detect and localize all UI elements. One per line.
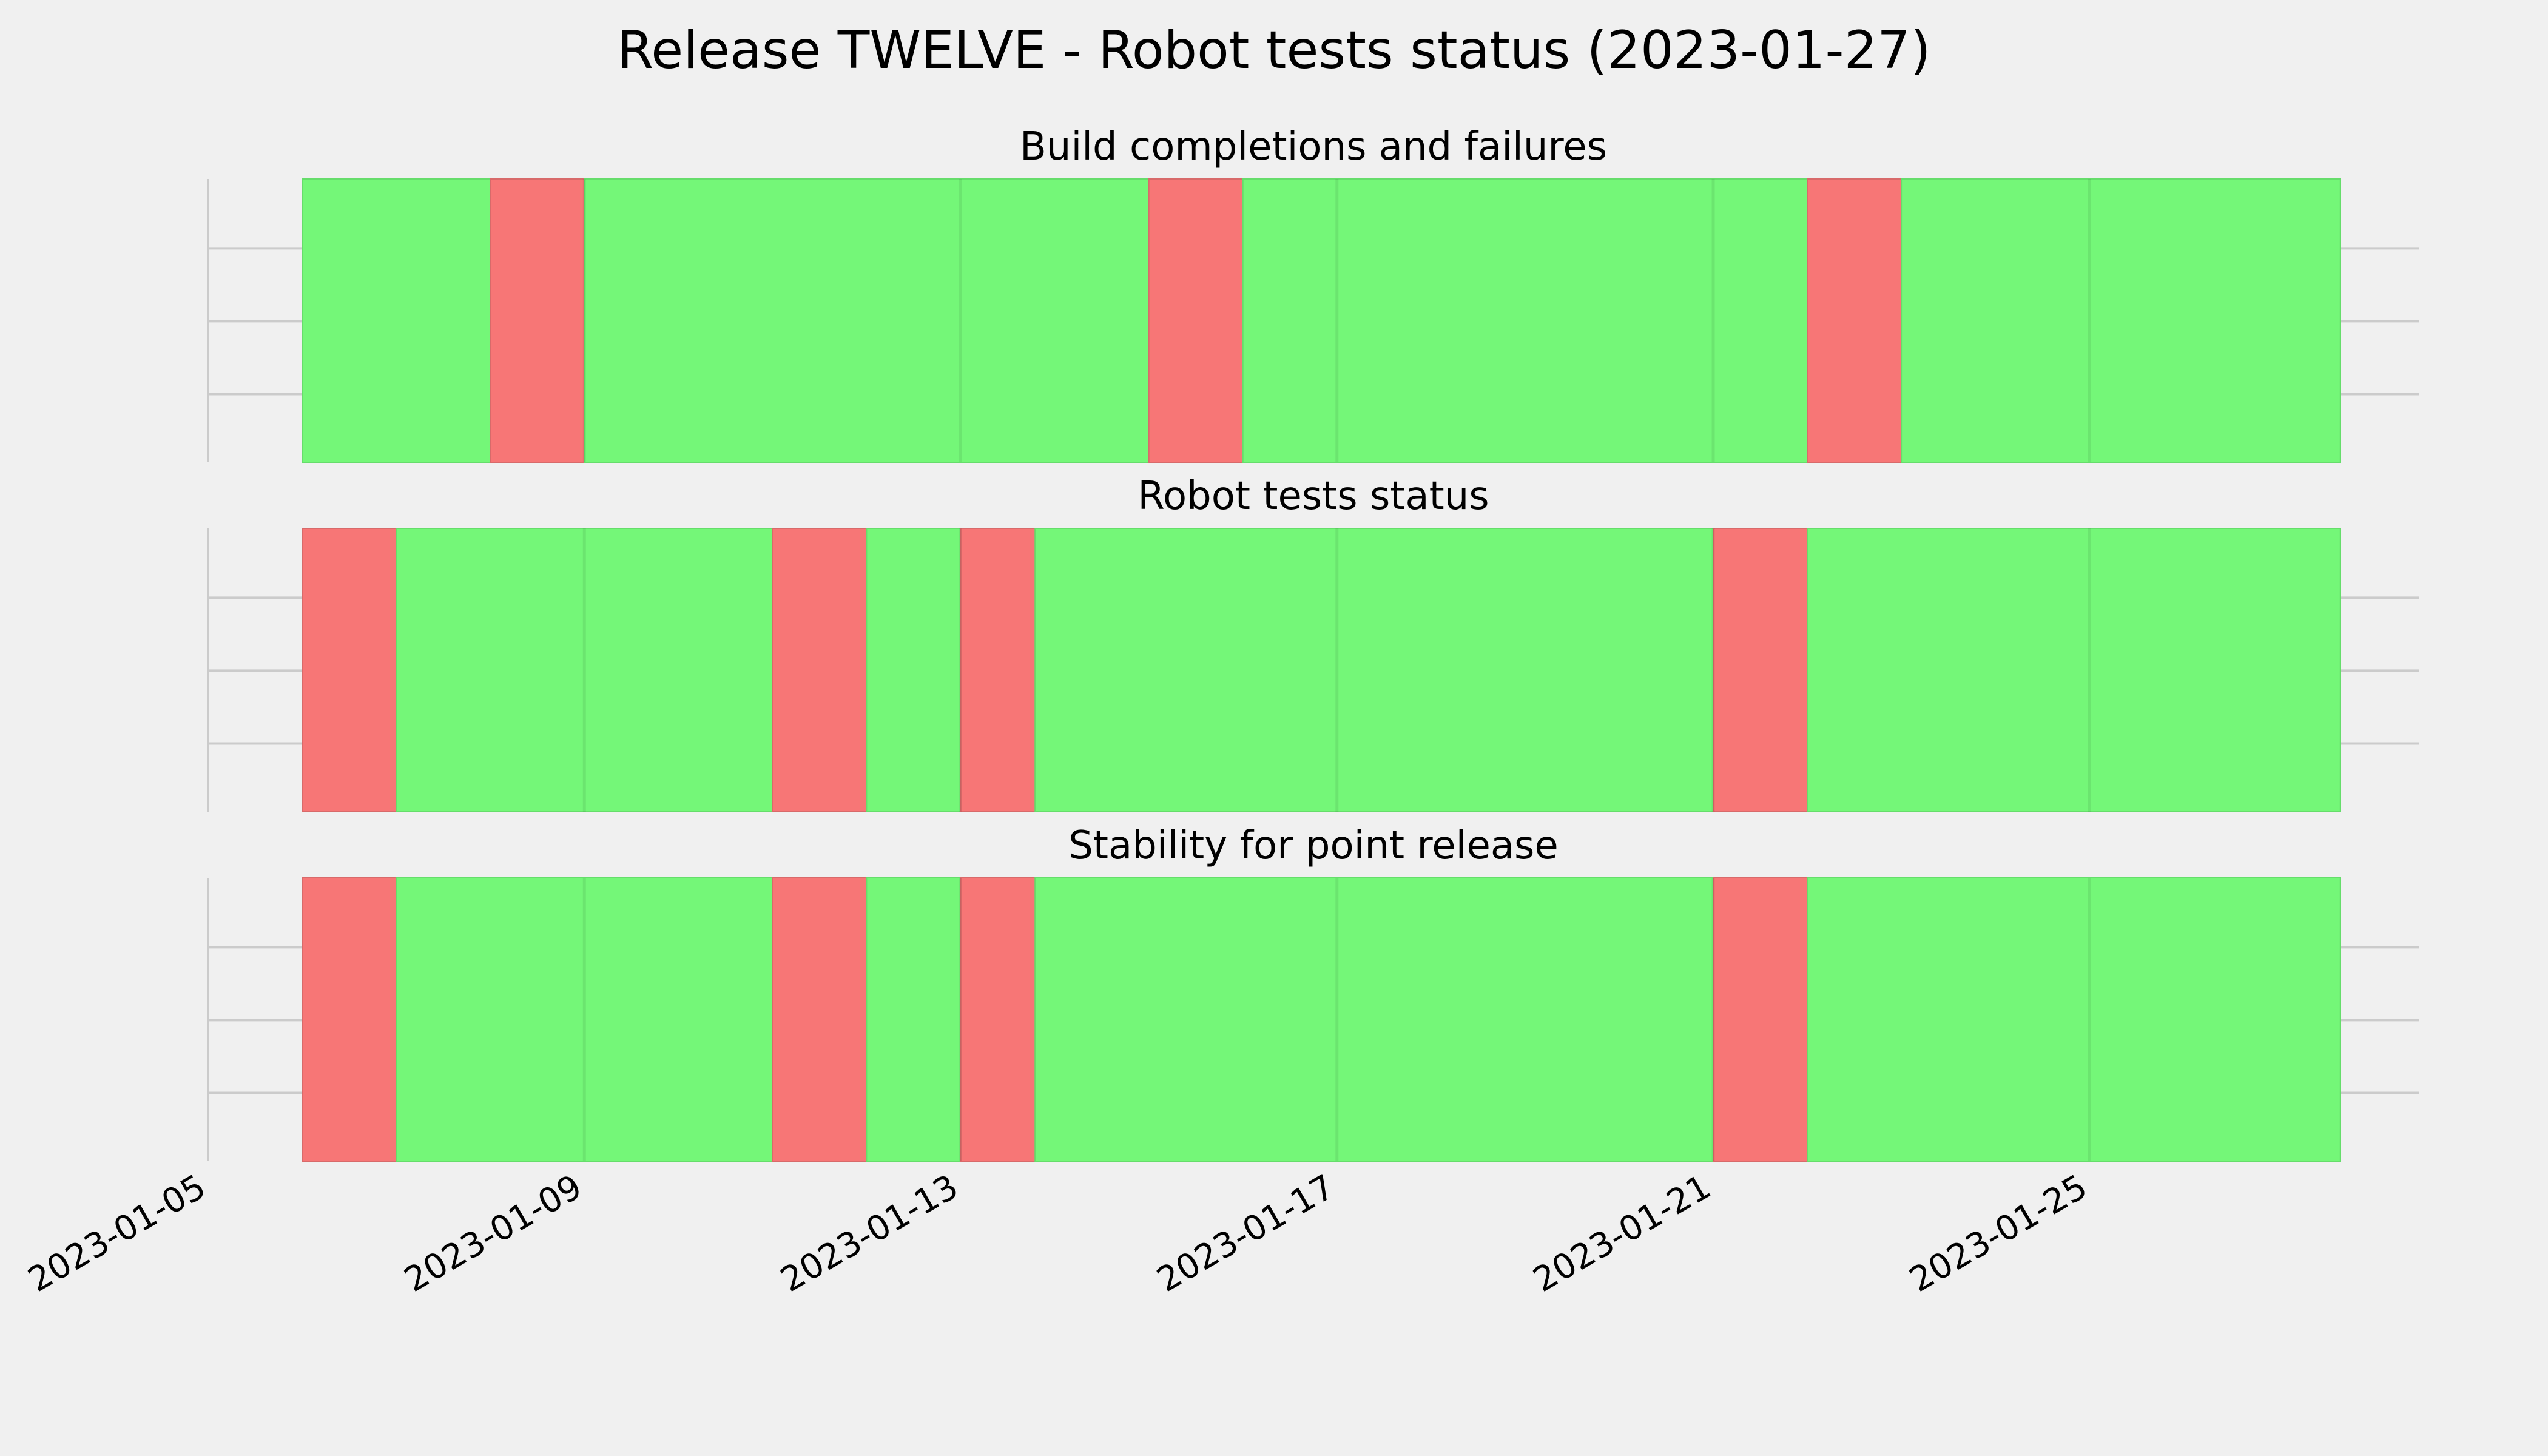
pass-segment <box>584 178 1150 463</box>
pass-segment <box>1034 877 1714 1162</box>
pass-segment <box>866 877 962 1162</box>
pass-segment <box>1242 178 1808 463</box>
x-tick-label: 2023-01-21 <box>1527 1167 1717 1300</box>
fail-segment <box>772 877 868 1162</box>
fail-segment <box>772 528 868 812</box>
x-tick-label: 2023-01-09 <box>398 1167 588 1300</box>
pass-segment <box>1034 528 1714 812</box>
pass-segment <box>1807 528 2341 812</box>
timeline-panel: Build completions and failures <box>207 124 2419 463</box>
fail-segment <box>1713 528 1808 812</box>
fail-segment <box>302 877 397 1162</box>
timeline-panel: Robot tests status <box>207 474 2419 812</box>
pass-segment <box>396 877 774 1162</box>
x-axis-tick-labels: 2023-01-05 2023-01-09 2023-01-13 2023-01-17… <box>22 1167 2094 1300</box>
pass-segment <box>1807 877 2341 1162</box>
fail-segment <box>490 178 585 463</box>
chart-title: Release TWELVE - Robot tests status (202… <box>617 20 1930 81</box>
pass-segment <box>396 528 774 812</box>
fail-segment <box>960 528 1036 812</box>
x-tick-label: 2023-01-05 <box>22 1167 212 1300</box>
fail-segment <box>302 528 397 812</box>
chart-panels: Build completions and failures Robot test… <box>207 124 2419 1162</box>
x-tick-label: 2023-01-13 <box>774 1167 965 1300</box>
panel-title: Stability for point release <box>1068 823 1559 868</box>
fail-segment <box>960 877 1036 1162</box>
pass-segment <box>866 528 962 812</box>
pass-segment <box>1901 178 2341 463</box>
fail-segment <box>1807 178 1903 463</box>
x-tick-label: 2023-01-17 <box>1150 1167 1341 1300</box>
pass-segment <box>302 178 491 463</box>
panel-title: Robot tests status <box>1138 474 1489 519</box>
timeline-panel: Stability for point release <box>207 823 2419 1162</box>
fail-segment <box>1713 877 1808 1162</box>
x-tick-label: 2023-01-25 <box>1903 1167 2094 1300</box>
panel-title: Build completions and failures <box>1020 124 1607 169</box>
fail-segment <box>1148 178 1244 463</box>
